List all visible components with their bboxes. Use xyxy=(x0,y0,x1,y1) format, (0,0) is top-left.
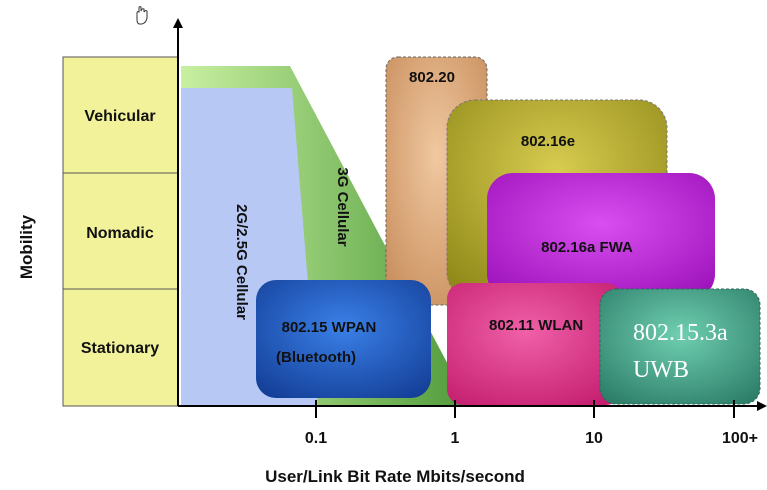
label-802-11: 802.11 WLAN xyxy=(489,317,583,334)
region-802-15-wpan xyxy=(256,280,431,398)
label-uwb-line2: UWB xyxy=(633,357,689,383)
x-tick-1: 1 xyxy=(451,430,460,447)
region-802-11 xyxy=(447,283,622,405)
axes xyxy=(173,18,767,418)
region-802-16a xyxy=(487,173,715,300)
x-tick-10: 10 xyxy=(585,430,603,447)
y-axis-label: Mobility xyxy=(17,214,36,279)
x-tick-0-1: 0.1 xyxy=(305,430,327,447)
label-wpan-line2: (Bluetooth) xyxy=(276,349,356,366)
label-802-20: 802.20 xyxy=(409,69,455,86)
level-vehicular: Vehicular xyxy=(84,108,155,125)
hand-cursor-icon xyxy=(136,6,148,25)
level-stationary: Stationary xyxy=(81,340,159,357)
label-uwb-line1: 802.15.3a xyxy=(633,320,728,346)
label-802-16a: 802.16a FWA xyxy=(541,239,633,256)
label-802-16e: 802.16e xyxy=(521,133,575,150)
mobility-levels-panel: Vehicular Nomadic Stationary xyxy=(62,56,179,407)
label-wpan-line1: 802.15 WPAN xyxy=(282,319,377,336)
level-nomadic: Nomadic xyxy=(86,225,154,242)
x-tick-100-plus: 100+ xyxy=(722,430,758,447)
label-3g-cellular: 3G Cellular xyxy=(334,167,351,246)
x-axis-label: User/Link Bit Rate Mbits/second xyxy=(265,467,525,486)
region-802-15-3a-uwb xyxy=(599,288,761,405)
label-2g-cellular: 2G/2.5G Cellular xyxy=(233,204,250,320)
